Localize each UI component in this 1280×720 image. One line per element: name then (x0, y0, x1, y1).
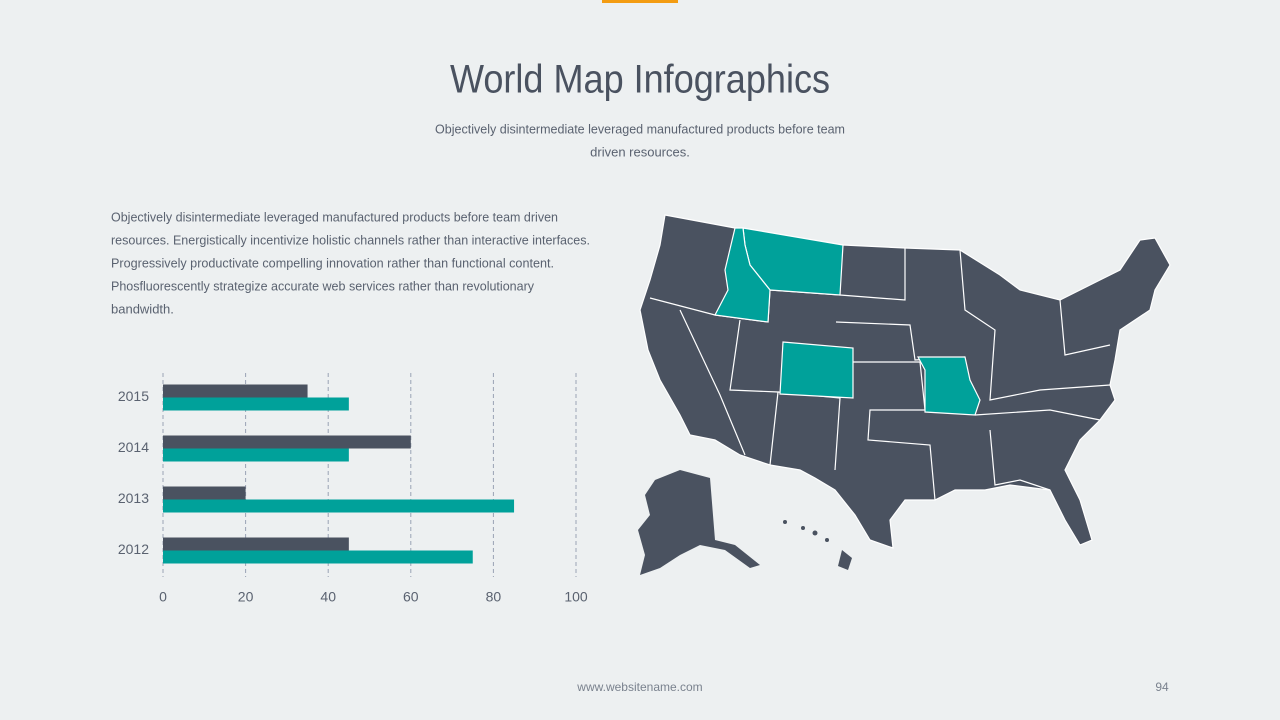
x-tick-label: 60 (403, 589, 419, 605)
x-tick-label: 0 (159, 589, 167, 605)
bar (163, 486, 246, 500)
title: World Map Infographics (450, 58, 830, 102)
accent-bar (602, 0, 678, 3)
y-tick-label: 2014 (118, 439, 149, 455)
x-tick-label: 40 (320, 589, 336, 605)
footer-website: www.websitename.com (576, 680, 702, 694)
bar (163, 550, 473, 564)
alaska (638, 470, 760, 575)
bar (163, 384, 308, 398)
state-highlight (916, 356, 981, 416)
state-border (853, 361, 936, 501)
state-border (989, 429, 1051, 491)
state-border (974, 409, 1101, 421)
state-border (729, 319, 779, 466)
bar (163, 448, 349, 462)
body-line: resources. Energistically incentivize ho… (111, 232, 590, 247)
x-tick-label: 100 (564, 589, 588, 605)
body-text: Objectively disintermediate leveraged ma… (111, 209, 590, 316)
state-border (1059, 299, 1111, 356)
y-tick-label: 2012 (118, 541, 149, 557)
subtitle: driven resources. (590, 144, 690, 159)
y-tick-label: 2013 (118, 490, 149, 506)
body-line: bandwidth. (111, 301, 174, 316)
bar (163, 397, 349, 411)
y-tick-label: 2015 (118, 388, 149, 404)
bar (163, 537, 349, 551)
body-line: Progressively productivate compelling in… (111, 255, 554, 270)
state-highlight (779, 341, 854, 399)
subtitle: Objectively disintermediate leveraged ma… (435, 121, 845, 136)
us-mainland (639, 214, 1171, 549)
hawaii (783, 520, 852, 570)
body-line: Objectively disintermediate leveraged ma… (111, 209, 558, 224)
state-border (679, 309, 746, 456)
bar (163, 435, 411, 449)
page-number: 94 (1155, 680, 1169, 694)
bar (163, 499, 515, 513)
state-border (959, 249, 1111, 401)
us-map (638, 214, 1171, 575)
body-line: Phosfluorescently strategize accurate we… (111, 278, 534, 293)
x-tick-label: 80 (486, 589, 502, 605)
x-tick-label: 20 (238, 589, 254, 605)
state-highlight (714, 227, 771, 323)
